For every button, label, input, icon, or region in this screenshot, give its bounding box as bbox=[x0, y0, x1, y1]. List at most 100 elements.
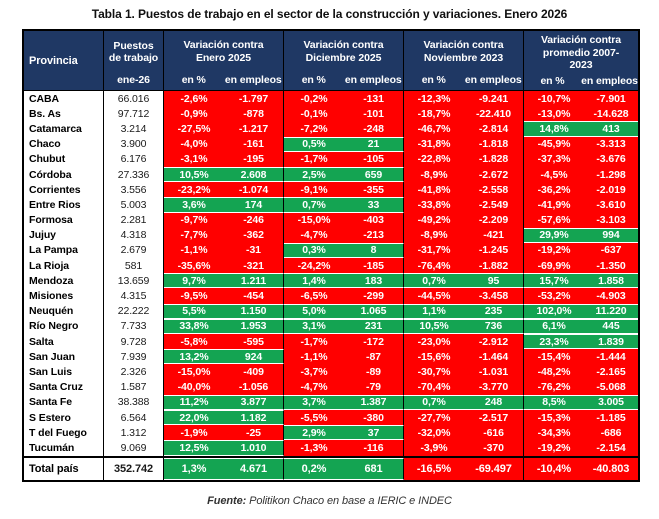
province-cell: La Rioja bbox=[24, 258, 104, 274]
pct-cell: -44,5% bbox=[404, 288, 464, 304]
pct-cell: 22,0% bbox=[164, 409, 224, 426]
pct-cell: -31,7% bbox=[404, 242, 464, 259]
province-cell: Salta bbox=[24, 334, 104, 350]
empleos-cell: -1.031 bbox=[464, 364, 524, 380]
pct-cell: 0,7% bbox=[284, 197, 344, 213]
puestos-cell: 2.679 bbox=[104, 242, 164, 259]
pct-cell: -22,8% bbox=[404, 151, 464, 167]
empleos-cell: 2.608 bbox=[224, 166, 284, 183]
table-row: La Rioja 581 -35,6% -321 -24,2% -185 -76,4% -1.… bbox=[24, 258, 638, 274]
pct-cell: -23,0% bbox=[404, 334, 464, 350]
empleos-cell: 736 bbox=[464, 318, 524, 334]
empleos-cell: -195 bbox=[224, 151, 284, 167]
pct-cell: -3,1% bbox=[164, 151, 224, 167]
pct-cell: 102,0% bbox=[524, 303, 584, 319]
pct-cell: -30,7% bbox=[404, 364, 464, 380]
pct-cell: 2,5% bbox=[284, 166, 344, 183]
pct-cell: -9,1% bbox=[284, 182, 344, 198]
empleos-cell: 1.010 bbox=[224, 440, 284, 456]
header-puestos-sub: ene-26 bbox=[117, 74, 150, 86]
province-cell: San Juan bbox=[24, 349, 104, 365]
header-sub-empleos: en empleos bbox=[464, 74, 522, 86]
pct-cell: 0,3% bbox=[284, 242, 344, 259]
empleos-cell: -1.245 bbox=[464, 242, 524, 259]
table-row: Salta 9.728 -5,8% -595 -1,7% -172 -23,0% -2.912… bbox=[24, 334, 638, 350]
header-group-title: Variación contra Diciembre 2025 bbox=[303, 39, 384, 64]
empleos-cell: 95 bbox=[464, 273, 524, 289]
empleos-cell: -101 bbox=[344, 106, 404, 122]
header-group-subs: en % en empleos bbox=[164, 70, 283, 90]
pct-cell: -3,9% bbox=[404, 440, 464, 456]
pct-cell: -3,7% bbox=[284, 364, 344, 380]
empleos-cell: -2.209 bbox=[464, 212, 524, 228]
pct-cell: 0,2% bbox=[284, 457, 344, 480]
province-cell: La Pampa bbox=[24, 242, 104, 259]
province-cell: Mendoza bbox=[24, 273, 104, 289]
puestos-cell: 3.214 bbox=[104, 121, 164, 137]
empleos-cell: -1.298 bbox=[584, 166, 638, 183]
header-group-diciembre-2025: Variación contra Diciembre 2025 en % en … bbox=[284, 31, 404, 90]
puestos-cell: 38.388 bbox=[104, 394, 164, 410]
pct-cell: 14,8% bbox=[524, 121, 584, 137]
puestos-cell: 2.326 bbox=[104, 364, 164, 380]
empleos-cell: -89 bbox=[344, 364, 404, 380]
empleos-cell: -69.497 bbox=[464, 457, 524, 480]
pct-cell: -1,3% bbox=[284, 440, 344, 456]
header-sub-pct: en % bbox=[181, 74, 206, 86]
source-note: Fuente: Politikon Chaco en base a IERIC … bbox=[0, 495, 659, 507]
header-group-title: Variación contra promedio 2007-2023 bbox=[540, 34, 622, 72]
empleos-cell: -40.803 bbox=[584, 457, 638, 480]
empleos-cell: -22.410 bbox=[464, 106, 524, 122]
pct-cell: -9,7% bbox=[164, 212, 224, 228]
empleos-cell: -1.464 bbox=[464, 349, 524, 365]
pct-cell: -1,1% bbox=[164, 242, 224, 259]
header-group-subs: en % en empleos bbox=[524, 72, 638, 90]
pct-cell: 33,8% bbox=[164, 318, 224, 334]
puestos-cell: 9.069 bbox=[104, 440, 164, 456]
pct-cell: 11,2% bbox=[164, 394, 224, 410]
puestos-cell: 9.728 bbox=[104, 334, 164, 350]
header-sub-pct: en % bbox=[301, 74, 326, 86]
province-cell: T del Fuego bbox=[24, 425, 104, 441]
pct-cell: 1,3% bbox=[164, 457, 224, 480]
pct-cell: -76,2% bbox=[524, 379, 584, 395]
empleos-cell: -3.458 bbox=[464, 288, 524, 304]
pct-cell: 1,4% bbox=[284, 273, 344, 289]
pct-cell: -31,8% bbox=[404, 136, 464, 152]
header-group-subs: en % en empleos bbox=[284, 70, 403, 90]
pct-cell: 10,5% bbox=[404, 318, 464, 334]
table-row: Santa Cruz 1.587 -40,0% -1.056 -4,7% -79 -70,4… bbox=[24, 379, 638, 395]
empleos-cell: -380 bbox=[344, 409, 404, 426]
empleos-cell: -7.901 bbox=[584, 91, 638, 107]
empleos-cell: -105 bbox=[344, 151, 404, 167]
pct-cell: -36,2% bbox=[524, 182, 584, 198]
empleos-cell: 924 bbox=[224, 349, 284, 365]
puestos-cell: 7.733 bbox=[104, 318, 164, 334]
province-cell: San Luis bbox=[24, 364, 104, 380]
pct-cell: 8,5% bbox=[524, 394, 584, 410]
empleos-cell: -2.517 bbox=[464, 409, 524, 426]
puestos-cell: 22.222 bbox=[104, 303, 164, 319]
puestos-cell: 3.556 bbox=[104, 182, 164, 198]
empleos-cell: -2.549 bbox=[464, 197, 524, 213]
header-puestos: Puestos de trabajo ene-26 bbox=[104, 31, 164, 90]
pct-cell: -8,9% bbox=[404, 166, 464, 183]
province-cell: Chubut bbox=[24, 151, 104, 167]
pct-cell: 15,7% bbox=[524, 273, 584, 289]
pct-cell: -40,0% bbox=[164, 379, 224, 395]
pct-cell: 0,7% bbox=[404, 273, 464, 289]
table-row: San Luis 2.326 -15,0% -409 -3,7% -89 -30,7% -1.… bbox=[24, 364, 638, 380]
empleos-cell: -1.217 bbox=[224, 121, 284, 137]
table-body: CABA 66.016 -2,6% -1.797 -0,2% -131 -12,3% -9.2… bbox=[24, 91, 638, 480]
source-label: Fuente: bbox=[207, 495, 247, 507]
empleos-cell: -25 bbox=[224, 425, 284, 441]
puestos-cell: 7.939 bbox=[104, 349, 164, 365]
empleos-cell: -362 bbox=[224, 227, 284, 243]
pct-cell: -1,9% bbox=[164, 425, 224, 441]
table-row: T del Fuego 1.312 -1,9% -25 2,9% 37 -32,0% -616… bbox=[24, 425, 638, 441]
table-row: Río Negro 7.733 33,8% 1.953 3,1% 231 10,5% 736 6… bbox=[24, 318, 638, 334]
table-row: Catamarca 3.214 -27,5% -1.217 -7,2% -248 -46,7… bbox=[24, 121, 638, 137]
empleos-cell: -4.903 bbox=[584, 288, 638, 304]
empleos-cell: -9.241 bbox=[464, 91, 524, 107]
total-row: Total país 352.742 1,3% 4.671 0,2% 681 -16,5% -… bbox=[24, 455, 638, 480]
